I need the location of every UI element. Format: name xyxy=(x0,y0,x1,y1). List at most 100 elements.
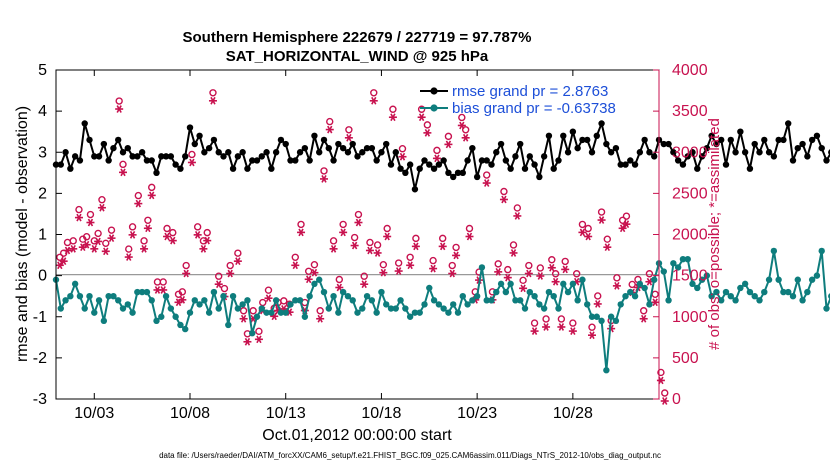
obs-possible-marker xyxy=(519,276,527,285)
obs-assimilated-marker xyxy=(304,275,313,284)
rmse-point xyxy=(239,149,246,156)
obs-star-stroke xyxy=(183,269,189,278)
obs-star-stroke xyxy=(380,268,387,277)
bias-point xyxy=(775,276,782,283)
obs-assimilated-marker xyxy=(208,96,217,105)
obs-star-stroke xyxy=(76,213,82,222)
bias-point xyxy=(694,284,701,292)
rmse-point xyxy=(737,128,744,135)
rmse-point xyxy=(105,157,112,164)
obs-star-stroke xyxy=(374,249,381,257)
bias-point xyxy=(306,292,313,300)
bias-point xyxy=(737,284,744,292)
obs-star-stroke xyxy=(95,237,101,246)
bias-point xyxy=(478,264,486,271)
obs-assimilated-marker xyxy=(243,337,252,346)
obs-possible-marker xyxy=(613,274,621,282)
rmse-point xyxy=(225,149,232,156)
bias-point xyxy=(359,305,366,312)
bias-point xyxy=(765,276,773,283)
obs-star-stroke xyxy=(407,261,413,270)
rmse-point xyxy=(158,153,165,160)
obs-assimilated-marker xyxy=(69,244,78,253)
rmse-point xyxy=(804,153,811,160)
rmse-point xyxy=(488,161,495,168)
obs-possible-marker xyxy=(603,235,612,243)
y2-axis-label: # of obs: o=possible; *=assimilated xyxy=(706,118,723,350)
obs-possible-marker xyxy=(140,237,148,245)
obs-assimilated-marker xyxy=(622,220,631,229)
obs-star-stroke xyxy=(424,129,431,137)
y-tick-label: 1 xyxy=(38,227,47,244)
bias-point xyxy=(564,288,572,296)
rmse-point xyxy=(258,153,265,160)
bias-point xyxy=(708,292,715,300)
obs-possible-marker xyxy=(639,307,648,315)
legend-rmse-marker xyxy=(430,87,438,95)
bias-point xyxy=(799,297,806,304)
obs-star-stroke xyxy=(340,228,346,237)
obs-assimilated-marker xyxy=(354,218,363,227)
bias-point xyxy=(57,305,64,312)
obs-possible-marker xyxy=(69,237,77,245)
obs-possible-marker xyxy=(339,220,347,229)
rmse-point xyxy=(588,149,596,156)
obs-star-stroke xyxy=(179,295,186,304)
obs-star-stroke xyxy=(145,224,151,233)
rmse-point xyxy=(229,165,237,172)
obs-star-stroke xyxy=(484,179,490,187)
bias-point xyxy=(354,309,361,316)
obs-star-stroke xyxy=(70,244,76,253)
bias-point xyxy=(641,284,648,292)
rmse-point xyxy=(694,165,701,172)
obs-possible-marker xyxy=(370,89,378,97)
rmse-point xyxy=(741,149,749,156)
obs-star-stroke xyxy=(549,263,555,272)
bias-point xyxy=(698,276,706,283)
rmse-point xyxy=(785,120,792,127)
bias-point xyxy=(727,292,734,300)
y-axis-left: -3 -2 -1 0 1 2 3 4 5 xyxy=(33,62,62,408)
obs-star-stroke xyxy=(235,257,241,266)
obs-star-stroke xyxy=(418,113,425,122)
obs-possible-marker xyxy=(458,113,466,122)
obs-possible-marker xyxy=(379,260,388,269)
rmse-point xyxy=(631,161,639,168)
bias-point xyxy=(670,260,677,267)
bias-point xyxy=(268,309,275,316)
obs-assimilated-marker xyxy=(325,125,334,134)
bias-point xyxy=(732,297,739,304)
obs-possible-marker xyxy=(525,261,533,270)
rmse-point xyxy=(316,149,323,156)
obs-star-stroke xyxy=(189,158,195,167)
rmse-point xyxy=(770,153,778,160)
obs-possible-marker xyxy=(220,284,229,293)
rmse-point xyxy=(91,153,98,160)
obs-possible-marker xyxy=(557,315,566,323)
obs-assimilated-marker xyxy=(365,246,374,255)
rmse-point xyxy=(220,153,227,160)
obs-assimilated-marker xyxy=(597,216,606,224)
obs-star-stroke xyxy=(330,244,337,253)
bias-point xyxy=(416,309,423,316)
bias-point xyxy=(330,292,337,300)
rmse-point xyxy=(210,136,218,144)
rmse-point xyxy=(196,132,203,139)
obs-possible-marker xyxy=(483,171,491,179)
obs-assimilated-marker xyxy=(551,277,560,286)
bias-point xyxy=(162,292,170,300)
bias-point xyxy=(627,288,634,296)
rmse-point xyxy=(349,140,356,148)
rmse-point xyxy=(416,165,423,172)
bias-point xyxy=(751,292,758,300)
rmse-point xyxy=(359,149,366,156)
rmse-point xyxy=(607,149,615,156)
obs-star-stroke xyxy=(240,314,247,323)
obs-assimilated-marker xyxy=(417,113,426,122)
rmse-point xyxy=(363,144,371,152)
rmse-point xyxy=(540,153,548,160)
rmse-point xyxy=(100,140,108,148)
obs-possible-marker xyxy=(188,150,196,159)
bias-point xyxy=(272,297,280,304)
rmse-point xyxy=(718,136,725,144)
